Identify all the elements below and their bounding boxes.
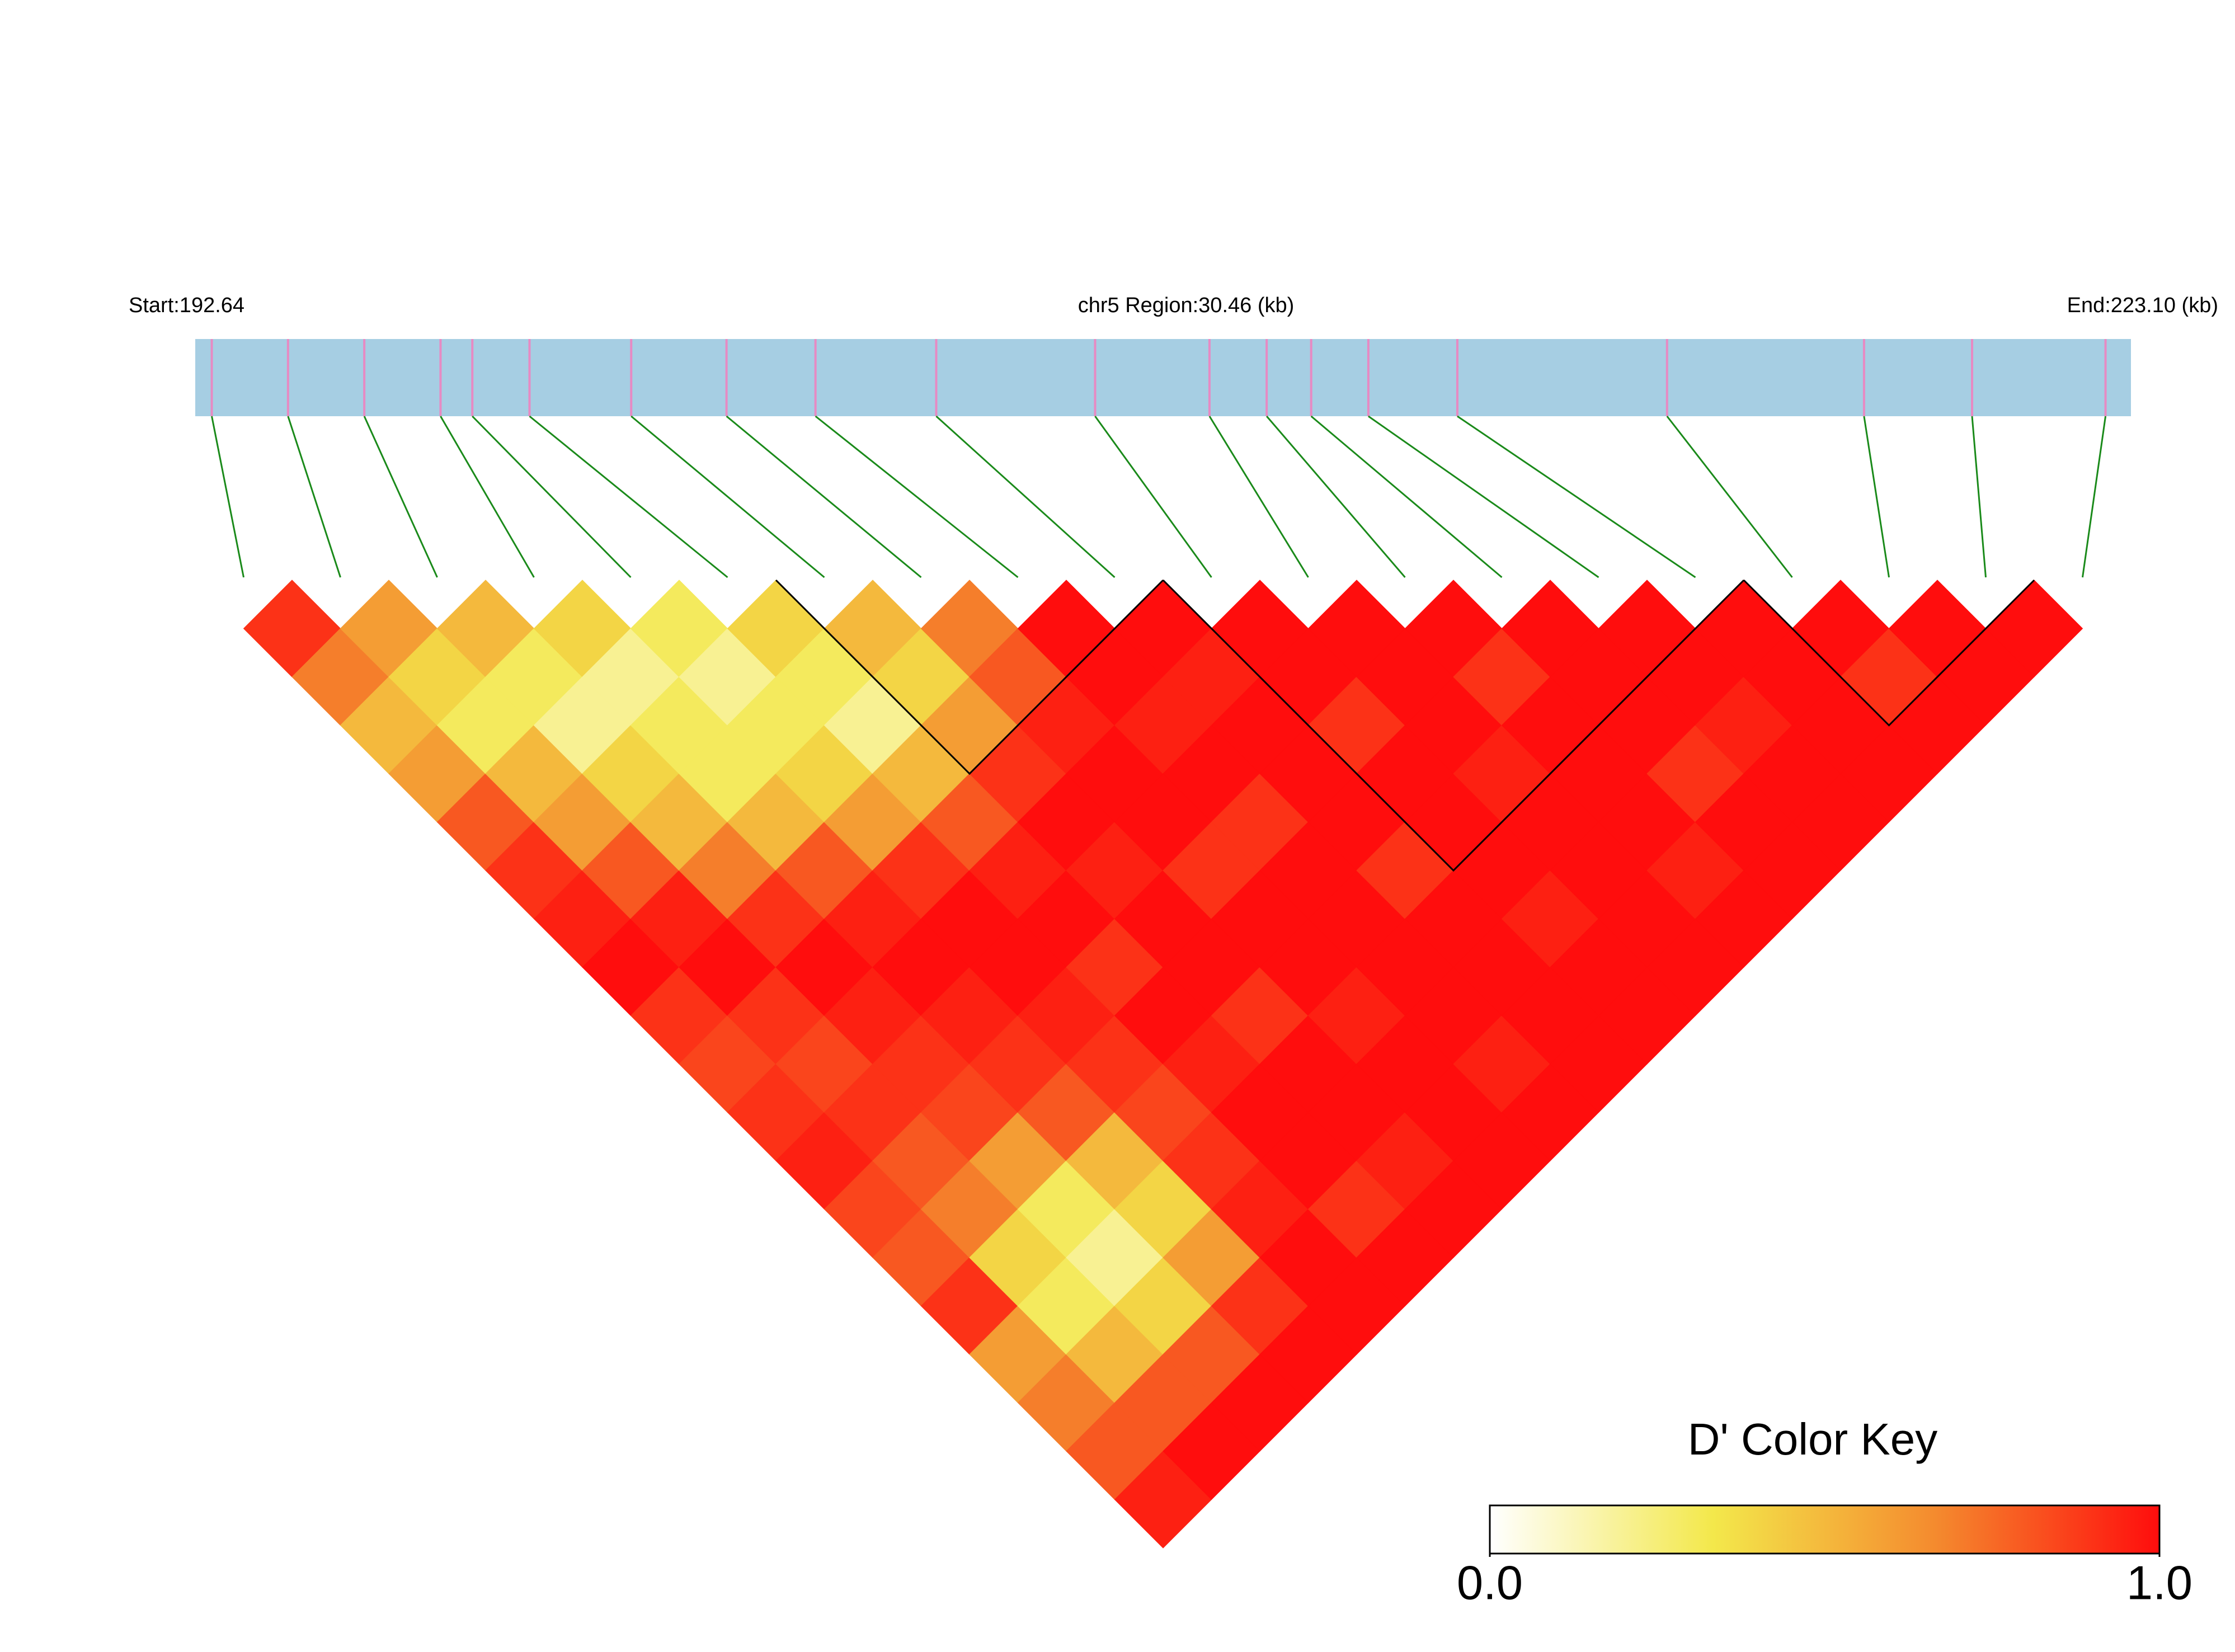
ld-block <box>1743 579 2035 727</box>
snp-connector <box>363 416 438 578</box>
snp-connector <box>935 415 1116 578</box>
snp-connector <box>287 416 341 578</box>
snp-connector <box>472 415 632 578</box>
snp-connector <box>440 416 535 578</box>
snp-connector <box>1266 416 1406 578</box>
snp-connector <box>1666 416 1793 578</box>
snp-connector <box>211 416 244 578</box>
snp-connector <box>726 415 922 578</box>
snp-connector <box>1971 416 1987 578</box>
snp-connector <box>1457 415 1696 578</box>
snp-connector <box>630 415 825 578</box>
end-label: End:223.10 (kb) <box>2067 294 2218 317</box>
snp-connector <box>529 415 728 578</box>
snp-connector <box>1863 416 1890 578</box>
region-track <box>195 339 2131 416</box>
snp-connector <box>1208 416 1309 578</box>
snp-connector <box>2082 416 2107 578</box>
heatmap <box>243 580 2083 1549</box>
colorbar-tick-label: 0.0 <box>1457 1556 1523 1609</box>
colorbar-title: D' Color Key <box>1688 1414 1938 1464</box>
snp-connector <box>1094 416 1212 578</box>
start-label: Start:192.64 <box>129 294 244 317</box>
snp-connector <box>1368 415 1599 578</box>
colorbar <box>1489 1504 2161 1555</box>
colorbar-tick-label: 1.0 <box>2126 1556 2192 1609</box>
ld-block <box>775 579 1164 775</box>
snp-connector <box>815 415 1019 578</box>
ld-block <box>1162 579 1745 872</box>
snp-connector <box>1310 415 1503 578</box>
chart-title: chr5 Region:30.46 (kb) <box>1078 294 1295 317</box>
